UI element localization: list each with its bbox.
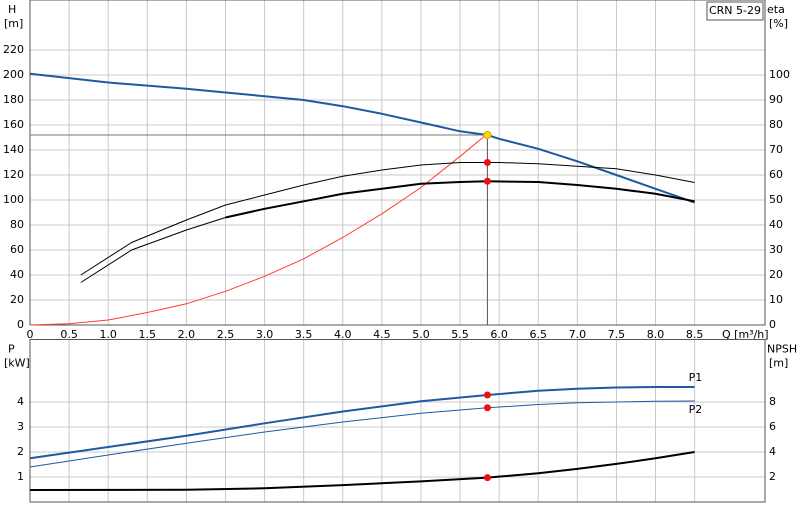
y-tick-label: 80 — [10, 218, 24, 231]
y-tick-label: 40 — [10, 268, 24, 281]
y2-axis-label: NPSH — [767, 343, 797, 356]
y2-tick-label: 30 — [769, 243, 783, 256]
y-tick-label: 200 — [3, 68, 24, 81]
y-tick-label: 20 — [10, 293, 24, 306]
y-tick-label: 160 — [3, 118, 24, 131]
y2-axis-unit: [m] — [769, 357, 788, 370]
series-line — [29, 133, 488, 326]
x-tick-label: 5.5 — [451, 328, 469, 341]
y2-tick-label: 70 — [769, 143, 783, 156]
y-tick-label: 0 — [17, 318, 24, 331]
y-tick-label: 4 — [17, 395, 24, 408]
series-line — [29, 400, 695, 468]
series-line — [225, 180, 695, 219]
x-tick-label: 3.0 — [256, 328, 274, 341]
series-line — [29, 72, 695, 204]
operating-point — [483, 404, 491, 412]
x-tick-label: 2.5 — [217, 328, 235, 341]
y-tick-label: 60 — [10, 243, 24, 256]
y-axis-label: P — [8, 343, 15, 356]
model-label: CRN 5-29 — [709, 4, 761, 17]
x-tick-label: 0 — [27, 328, 34, 341]
y2-tick-label: 0 — [769, 318, 776, 331]
y-tick-label: 140 — [3, 143, 24, 156]
y2-axis-unit: [%] — [769, 17, 788, 30]
x-tick-label: 7.5 — [608, 328, 626, 341]
y-tick-label: 220 — [3, 43, 24, 56]
y2-tick-label: 90 — [769, 93, 783, 106]
plot-frame — [29, 339, 766, 503]
x-tick-label: 1.0 — [99, 328, 117, 341]
series-label: P1 — [689, 371, 703, 384]
x-tick-label: 6.0 — [490, 328, 508, 341]
x-tick-label: 8.5 — [686, 328, 704, 341]
operating-point — [483, 474, 491, 482]
y-tick-label: 3 — [17, 420, 24, 433]
x-tick-label: 6.5 — [529, 328, 547, 341]
operating-point — [483, 131, 492, 139]
y2-axis-label: eta — [767, 3, 785, 16]
y2-tick-label: 10 — [769, 293, 783, 306]
y-tick-label: 180 — [3, 93, 24, 106]
operating-point — [483, 177, 491, 185]
x-tick-label: 3.5 — [295, 328, 313, 341]
y2-tick-label: 40 — [769, 218, 783, 231]
y-tick-label: 1 — [17, 470, 24, 483]
y-tick-label: 2 — [17, 445, 24, 458]
x-axis-label: Q [m³/h] — [722, 328, 769, 341]
y-tick-label: 100 — [3, 193, 24, 206]
x-tick-label: 8.0 — [647, 328, 665, 341]
y2-tick-label: 80 — [769, 118, 783, 131]
y2-tick-label: 6 — [769, 420, 776, 433]
operating-point — [483, 159, 491, 166]
y2-tick-label: 2 — [769, 470, 776, 483]
x-tick-label: 0.5 — [60, 328, 78, 341]
series-line — [29, 386, 695, 460]
model-box — [706, 1, 764, 21]
x-tick-label: 4.5 — [373, 328, 391, 341]
y-axis-unit: [m] — [4, 17, 23, 30]
x-tick-label: 1.5 — [139, 328, 157, 341]
x-tick-label: 2.0 — [178, 328, 196, 341]
y2-tick-label: 8 — [769, 395, 776, 408]
series-label: P2 — [689, 403, 703, 416]
y2-tick-label: 20 — [769, 268, 783, 281]
y-axis-unit: [kW] — [4, 357, 30, 370]
y2-tick-label: 100 — [769, 68, 790, 81]
y-tick-label: 120 — [3, 168, 24, 181]
plot-frame — [29, 0, 766, 326]
y2-tick-label: 4 — [769, 445, 776, 458]
x-tick-label: 7.0 — [569, 328, 587, 341]
y-axis-label: H — [8, 3, 16, 16]
y2-tick-label: 50 — [769, 193, 783, 206]
series-line — [80, 162, 695, 276]
y2-tick-label: 60 — [769, 168, 783, 181]
operating-point — [483, 391, 491, 399]
x-tick-label: 4.0 — [334, 328, 352, 341]
series-line — [80, 217, 226, 283]
x-tick-label: 5.0 — [412, 328, 430, 341]
